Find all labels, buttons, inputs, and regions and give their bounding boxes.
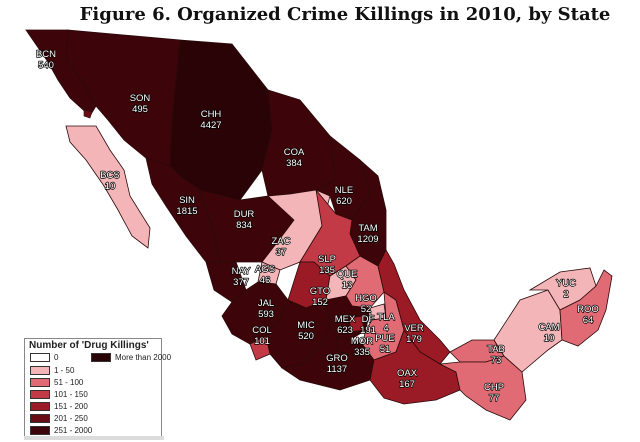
state-code-label: ZAC — [272, 236, 291, 247]
state-code-label: COL — [252, 325, 272, 336]
state-value-label: 64 — [583, 315, 594, 326]
state-code-label: SIN — [179, 195, 195, 206]
legend-item: 1 - 50 — [30, 366, 74, 376]
state-code-label: CHH — [201, 109, 222, 120]
state-code-label: SON — [130, 93, 151, 104]
state-code-label: NLE — [335, 185, 353, 196]
legend-swatch — [30, 414, 50, 424]
state-code-label: DF — [362, 314, 375, 325]
state-value-label: 167 — [399, 379, 415, 390]
state-code-label: DUR — [234, 209, 255, 220]
state-value-label: 51 — [380, 344, 391, 355]
state-code-label: TAM — [358, 223, 377, 234]
state-code-label: ROO — [577, 304, 599, 315]
legend-swatch — [30, 402, 50, 412]
legend-swatch — [91, 353, 111, 363]
state-value-label: 2 — [563, 289, 568, 300]
legend-item: 201 - 250 — [30, 414, 88, 424]
state-code-label: MIC — [297, 320, 315, 331]
state-value-label: 10 — [105, 181, 116, 192]
figure-title: Figure 6. Organized Crime Killings in 20… — [79, 4, 611, 25]
state-value-label: 593 — [258, 309, 274, 320]
legend-swatch — [30, 353, 50, 363]
state-code-label: TLA — [377, 312, 395, 323]
state-code-label: GRO — [326, 353, 348, 364]
state-code-label: YUC — [556, 278, 576, 289]
state-roo — [559, 269, 613, 347]
map-legend: Number of 'Drug Killings' 0 1 - 50 51 - … — [24, 338, 171, 438]
state-value-label: 623 — [337, 325, 353, 336]
state-code-label: VER — [404, 323, 424, 334]
state-value-label: 1815 — [176, 206, 197, 217]
state-chp — [438, 355, 527, 421]
state-value-label: 335 — [354, 347, 370, 358]
state-value-label: 1137 — [327, 364, 347, 375]
legend-item: More than 2000 — [91, 353, 171, 363]
state-coa — [261, 89, 337, 197]
legend-swatch — [30, 378, 50, 388]
state-code-label: COA — [284, 147, 305, 158]
state-value-label: 37 — [276, 247, 287, 258]
legend-item: 101 - 150 — [30, 390, 88, 400]
legend-item: 151 - 200 — [30, 402, 88, 412]
state-value-label: 13 — [342, 280, 353, 291]
legend-item: 51 - 100 — [30, 378, 83, 388]
state-value-label: 540 — [38, 60, 54, 71]
state-bcs — [65, 125, 151, 249]
state-code-label: TAB — [487, 344, 505, 355]
legend-swatch — [30, 366, 50, 376]
legend-shadow — [24, 436, 164, 440]
state-code-label: GTO — [310, 286, 330, 297]
state-value-label: 152 — [312, 297, 328, 308]
state-value-label: 77 — [489, 393, 500, 404]
state-value-label: 101 — [254, 336, 270, 347]
state-value-label: 46 — [260, 275, 271, 286]
state-code-label: HGO — [355, 293, 377, 304]
state-value-label: 191 — [360, 325, 376, 336]
state-value-label: 1209 — [357, 234, 378, 245]
legend-swatch — [30, 390, 50, 400]
state-code-label: OAX — [397, 368, 418, 379]
state-code-label: CAM — [538, 322, 559, 333]
state-value-label: 10 — [544, 333, 555, 344]
state-value-label: 377 — [233, 277, 249, 288]
island-shape — [83, 109, 93, 119]
legend-title: Number of 'Drug Killings' — [29, 340, 149, 351]
state-code-label: QUE — [337, 269, 358, 280]
state-value-label: 135 — [319, 265, 335, 276]
legend-swatch — [30, 426, 50, 436]
state-code-label: SLP — [318, 254, 336, 265]
state-labels: BCN 540 SON 495 CHH 4427 COA 384 BCS 10 … — [35, 48, 599, 404]
state-code-label: NAY — [232, 266, 251, 277]
state-code-label: JAL — [258, 298, 274, 309]
state-value-label: 620 — [336, 196, 352, 207]
state-code-label: CHP — [484, 382, 504, 393]
state-value-label: 73 — [491, 355, 502, 366]
state-gro — [280, 325, 375, 391]
state-value-label: 52 — [361, 304, 372, 315]
legend-item: 251 - 2000 — [30, 426, 92, 436]
state-value-label: 495 — [132, 104, 148, 115]
state-code-label: MOR — [351, 336, 373, 347]
state-value-label: 834 — [236, 220, 252, 231]
state-value-label: 520 — [298, 331, 314, 342]
state-value-label: 384 — [286, 158, 302, 169]
state-df — [349, 315, 365, 333]
state-value-label: 4 — [383, 323, 388, 334]
state-value-label: 4427 — [200, 120, 221, 131]
legend-item: 0 — [30, 353, 58, 363]
state-code-label: BCN — [36, 49, 56, 60]
state-code-label: MEX — [335, 314, 356, 325]
state-code-label: BCS — [100, 170, 120, 181]
state-code-label: PUE — [375, 333, 395, 344]
state-value-label: 179 — [406, 334, 422, 345]
state-code-label: AGS — [255, 264, 275, 275]
